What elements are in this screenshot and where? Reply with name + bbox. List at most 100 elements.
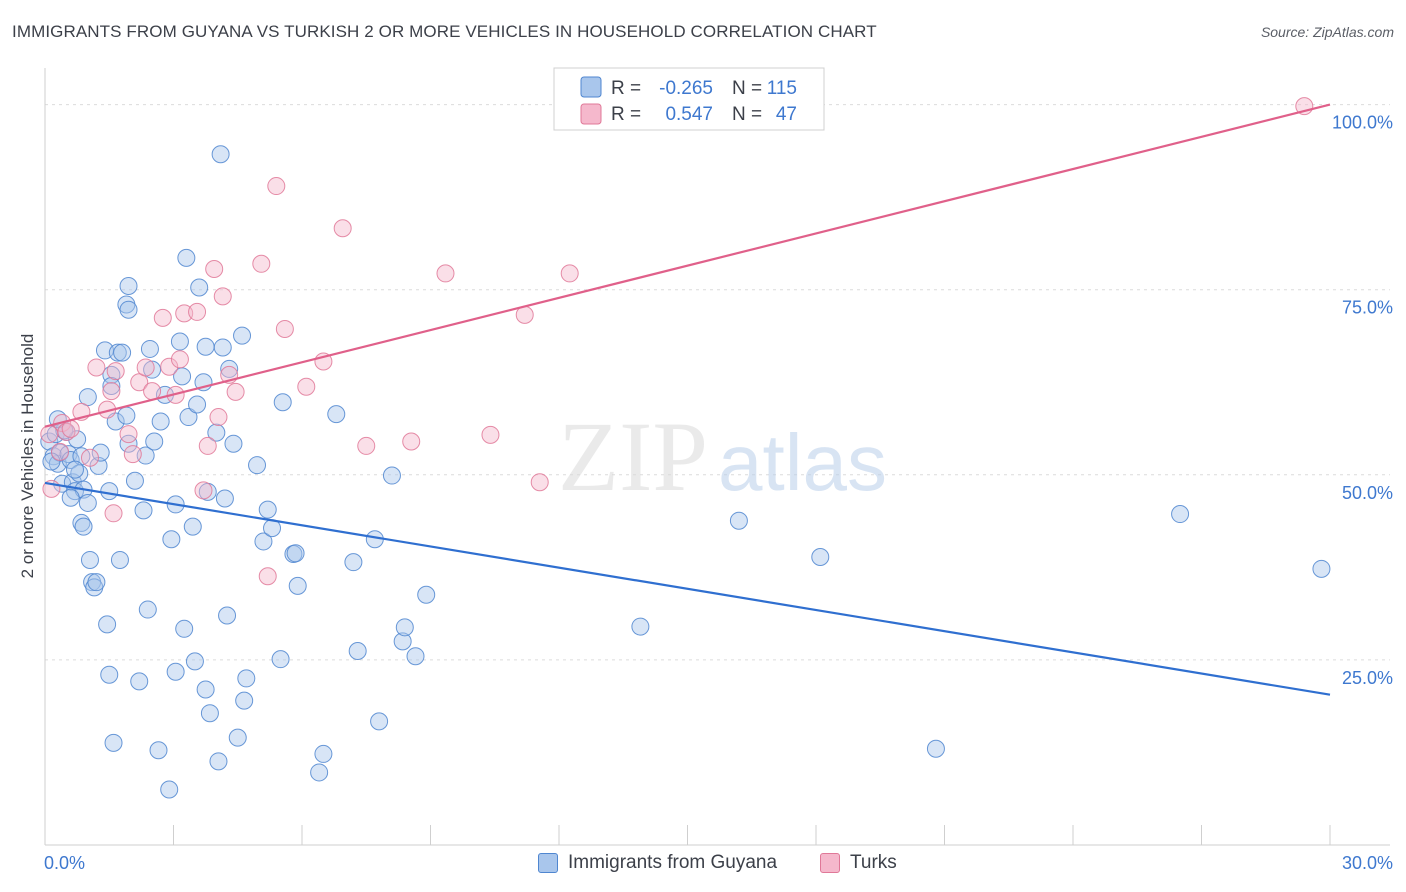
data-point <box>481 425 500 444</box>
watermark: ZIP atlas <box>558 401 887 512</box>
data-point <box>149 741 168 760</box>
legend-box: R = -0.265 N = 115 R = 0.547 N = 47 <box>553 67 825 131</box>
data-point <box>160 357 179 376</box>
data-point <box>74 517 93 536</box>
data-point <box>196 680 215 699</box>
data-point <box>417 585 436 604</box>
data-point <box>348 642 367 661</box>
data-point <box>198 436 217 455</box>
data-point <box>273 393 292 412</box>
data-point <box>134 501 153 520</box>
data-point <box>110 550 129 569</box>
data-point <box>200 704 219 723</box>
data-point <box>402 432 421 451</box>
data-point <box>258 567 277 586</box>
data-point <box>228 728 247 747</box>
data-point <box>215 489 234 508</box>
legend-r-value-guyana: -0.265 <box>659 78 713 99</box>
y-tick-label: 25.0% <box>1342 668 1393 688</box>
legend-row-guyana: R = -0.265 N = 115 <box>580 76 797 99</box>
data-point <box>100 665 119 684</box>
data-point <box>233 326 252 345</box>
data-point <box>254 532 273 551</box>
data-point <box>357 436 376 455</box>
data-point <box>80 550 99 569</box>
legend-label-turks: Turks <box>850 852 897 873</box>
trend-lines <box>44 103 1331 696</box>
data-point <box>196 337 215 356</box>
data-point <box>226 382 245 401</box>
data-point <box>275 319 294 338</box>
legend-swatch-guyana-bottom <box>538 853 558 873</box>
data-point <box>123 445 142 464</box>
data-point <box>211 145 230 164</box>
data-point <box>436 264 455 283</box>
tick-labels: 25.0% 50.0% 75.0% 100.0% 0.0% 30.0% <box>44 113 1393 873</box>
data-point <box>248 456 267 475</box>
data-point <box>106 362 125 381</box>
data-point <box>286 544 305 563</box>
x-tick-label-min: 0.0% <box>44 853 85 873</box>
data-point <box>104 733 123 752</box>
data-point <box>108 343 127 362</box>
data-point <box>125 471 144 490</box>
data-point <box>183 517 202 536</box>
data-point <box>209 408 228 427</box>
data-point <box>102 382 121 401</box>
legend-row-turks: R = 0.547 N = 47 <box>580 103 797 125</box>
data-point <box>130 672 149 691</box>
data-point <box>631 617 650 636</box>
gridlines <box>45 104 1390 661</box>
data-point <box>209 752 228 771</box>
data-point <box>153 308 172 327</box>
legend-n-value-turks: 47 <box>776 104 797 125</box>
data-point <box>297 377 316 396</box>
legend-n-value-guyana: 115 <box>767 78 797 99</box>
data-point <box>170 332 189 351</box>
x-tick-label-max: 30.0% <box>1342 853 1393 873</box>
data-point <box>393 632 412 651</box>
data-point <box>160 780 179 799</box>
data-point <box>185 652 204 671</box>
data-point <box>382 466 401 485</box>
y-tick-label: 75.0% <box>1342 298 1393 318</box>
data-point <box>117 406 136 425</box>
legend-item-guyana: Immigrants from Guyana <box>538 852 777 874</box>
data-point <box>237 669 256 688</box>
watermark-atlas: atlas <box>718 418 887 507</box>
legend-swatch-guyana <box>580 76 602 98</box>
data-point <box>87 573 106 592</box>
legend-r-value-turks: 0.547 <box>665 104 713 125</box>
data-point <box>310 763 329 782</box>
data-point <box>395 618 414 637</box>
data-point <box>207 423 226 442</box>
data-point <box>145 432 164 451</box>
data-point <box>136 446 155 465</box>
data-point <box>213 338 232 357</box>
legend-r-label-guyana: R = <box>611 78 641 99</box>
chart-source: Source: ZipAtlas.com <box>1260 24 1394 40</box>
data-point <box>213 287 232 306</box>
data-point <box>87 358 106 377</box>
data-point <box>65 460 84 479</box>
data-point <box>926 739 945 758</box>
legend-n-label-turks: N = <box>732 104 762 125</box>
data-point <box>729 511 748 530</box>
data-point <box>119 434 138 453</box>
data-point <box>102 376 121 395</box>
legend-swatch-turks <box>580 103 602 125</box>
data-point <box>119 300 138 319</box>
data-point <box>175 304 194 323</box>
legend-swatch-turks-bottom <box>820 853 840 873</box>
data-point <box>140 339 159 358</box>
data-point <box>530 473 549 492</box>
data-point <box>100 482 119 501</box>
data-point <box>288 576 307 595</box>
data-point <box>50 442 69 461</box>
data-point <box>560 264 579 283</box>
data-point <box>179 408 198 427</box>
data-point <box>78 388 97 407</box>
data-point <box>177 248 196 267</box>
data-point <box>61 488 80 507</box>
data-point <box>1171 505 1190 524</box>
